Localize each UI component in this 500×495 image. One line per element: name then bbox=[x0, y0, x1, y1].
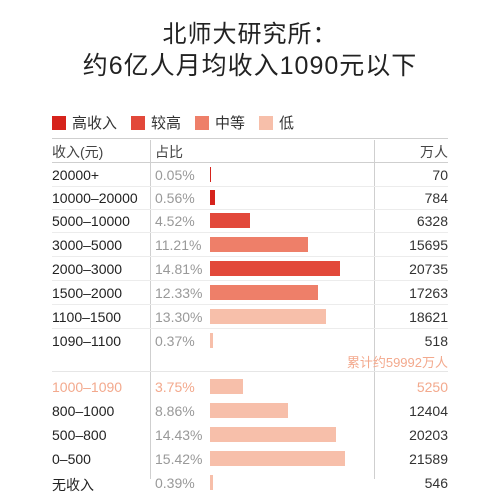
legend-swatch-upper bbox=[131, 115, 146, 130]
people-value: 5250 bbox=[416, 379, 448, 395]
title-line-1: 北师大研究所： bbox=[162, 21, 338, 48]
legend-label-upper: 较高 bbox=[151, 115, 182, 132]
table-row: 3000–5000 11.21% 15695 bbox=[0, 234, 500, 256]
legend-label-high: 高收入 bbox=[72, 115, 118, 132]
people-value: 70 bbox=[432, 167, 448, 183]
table-row: 10000–20000 0.56% 784 bbox=[0, 187, 500, 209]
share-label: 0.37% bbox=[155, 333, 195, 349]
income-label: 3000–5000 bbox=[52, 237, 123, 253]
income-label: 1100–1500 bbox=[52, 309, 122, 325]
row-rule bbox=[52, 256, 448, 257]
header-share: 占比 bbox=[155, 144, 183, 160]
title-line-2: 约6亿人月均收入1090元以下 bbox=[82, 52, 418, 80]
legend-label-middle: 中等 bbox=[215, 115, 246, 132]
legend-item-high: 高收入 bbox=[52, 112, 117, 133]
people-value: 518 bbox=[424, 333, 448, 349]
income-label: 2000–3000 bbox=[52, 261, 123, 277]
table-row: 20000+ 0.05% 70 bbox=[0, 164, 500, 186]
legend-swatch-high bbox=[52, 115, 66, 130]
people-value: 784 bbox=[424, 190, 448, 206]
income-label: 20000+ bbox=[52, 167, 100, 183]
income-label: 无收入 bbox=[52, 477, 94, 493]
table-row: 1000–1090 3.75% 5250 bbox=[0, 376, 500, 398]
share-bar bbox=[210, 167, 211, 182]
people-value: 12404 bbox=[409, 403, 448, 419]
row-rule bbox=[52, 304, 448, 305]
share-label: 11.21% bbox=[155, 237, 202, 253]
legend-item-middle: 中等 bbox=[195, 112, 245, 133]
row-rule bbox=[52, 209, 448, 210]
people-value: 15695 bbox=[409, 237, 448, 253]
row-rule bbox=[52, 328, 448, 329]
table-row: 1100–1500 13.30% 18621 bbox=[0, 306, 500, 328]
table-row: 5000–10000 4.52% 6328 bbox=[0, 210, 500, 232]
share-bar bbox=[210, 379, 243, 394]
legend-swatch-low bbox=[259, 115, 274, 130]
share-label: 15.42% bbox=[155, 451, 203, 467]
legend: 高收入 较高 中等 低 bbox=[52, 112, 308, 133]
table-row: 1500–2000 12.33% 17263 bbox=[0, 282, 500, 304]
row-rule bbox=[52, 186, 448, 187]
row-rule bbox=[52, 232, 448, 233]
share-bar bbox=[210, 261, 340, 276]
share-label: 3.75% bbox=[155, 379, 195, 395]
header-top-rule bbox=[52, 138, 448, 139]
share-bar bbox=[210, 190, 215, 205]
income-label: 10000–20000 bbox=[52, 190, 138, 206]
income-label: 5000–10000 bbox=[52, 213, 130, 229]
share-label: 0.56% bbox=[155, 190, 195, 206]
people-value: 17263 bbox=[409, 285, 448, 301]
income-label: 0–500 bbox=[52, 451, 91, 467]
share-bar bbox=[210, 285, 318, 300]
people-value: 20735 bbox=[409, 261, 448, 277]
share-bar bbox=[210, 403, 288, 418]
table-header: 收入(元) 占比 万人 bbox=[0, 140, 500, 162]
header-income: 收入(元) bbox=[52, 144, 104, 160]
people-value: 546 bbox=[424, 475, 448, 491]
share-label: 13.30% bbox=[155, 309, 203, 325]
header-bottom-rule bbox=[52, 162, 448, 163]
income-label: 800–1000 bbox=[52, 403, 115, 419]
people-value: 6328 bbox=[416, 213, 448, 229]
table-row: 无收入 0.39% 546 bbox=[0, 472, 500, 494]
table-row: 800–1000 8.86% 12404 bbox=[0, 400, 500, 422]
legend-item-upper: 较高 bbox=[131, 112, 181, 133]
share-label: 0.05% bbox=[155, 167, 195, 183]
income-label: 1090–1100 bbox=[52, 333, 122, 349]
share-label: 14.43% bbox=[155, 427, 203, 443]
share-label: 14.81% bbox=[155, 261, 203, 277]
table-row: 2000–3000 14.81% 20735 bbox=[0, 258, 500, 280]
income-label: 1500–2000 bbox=[52, 285, 123, 301]
income-label: 1000–1090 bbox=[52, 379, 123, 395]
share-bar bbox=[210, 427, 337, 442]
share-bar bbox=[210, 475, 214, 490]
column-divider-right bbox=[374, 140, 375, 479]
legend-item-low: 低 bbox=[259, 112, 294, 133]
income-label: 500–800 bbox=[52, 427, 107, 443]
share-bar bbox=[210, 213, 250, 228]
legend-swatch-middle bbox=[195, 115, 210, 130]
table-row: 500–800 14.43% 20203 bbox=[0, 424, 500, 446]
share-bar bbox=[210, 451, 345, 466]
people-value: 21589 bbox=[409, 451, 448, 467]
column-divider-left bbox=[150, 140, 151, 479]
share-label: 8.86% bbox=[155, 403, 195, 419]
cumulative-note: 累计约59992万人 bbox=[346, 355, 448, 370]
share-bar bbox=[210, 309, 327, 324]
share-bar bbox=[210, 333, 214, 348]
cumulative-rule bbox=[52, 371, 448, 372]
people-value: 18621 bbox=[409, 309, 448, 325]
table-row: 1090–1100 0.37% 518 bbox=[0, 330, 500, 352]
row-rule bbox=[52, 280, 448, 281]
people-value: 20203 bbox=[409, 427, 448, 443]
header-people: 万人 bbox=[420, 144, 448, 160]
legend-label-low: 低 bbox=[279, 115, 295, 132]
share-label: 4.52% bbox=[155, 213, 195, 229]
table-row: 0–500 15.42% 21589 bbox=[0, 448, 500, 470]
share-label: 12.33% bbox=[155, 285, 203, 301]
share-label: 0.39% bbox=[155, 475, 195, 491]
share-bar bbox=[210, 237, 309, 252]
